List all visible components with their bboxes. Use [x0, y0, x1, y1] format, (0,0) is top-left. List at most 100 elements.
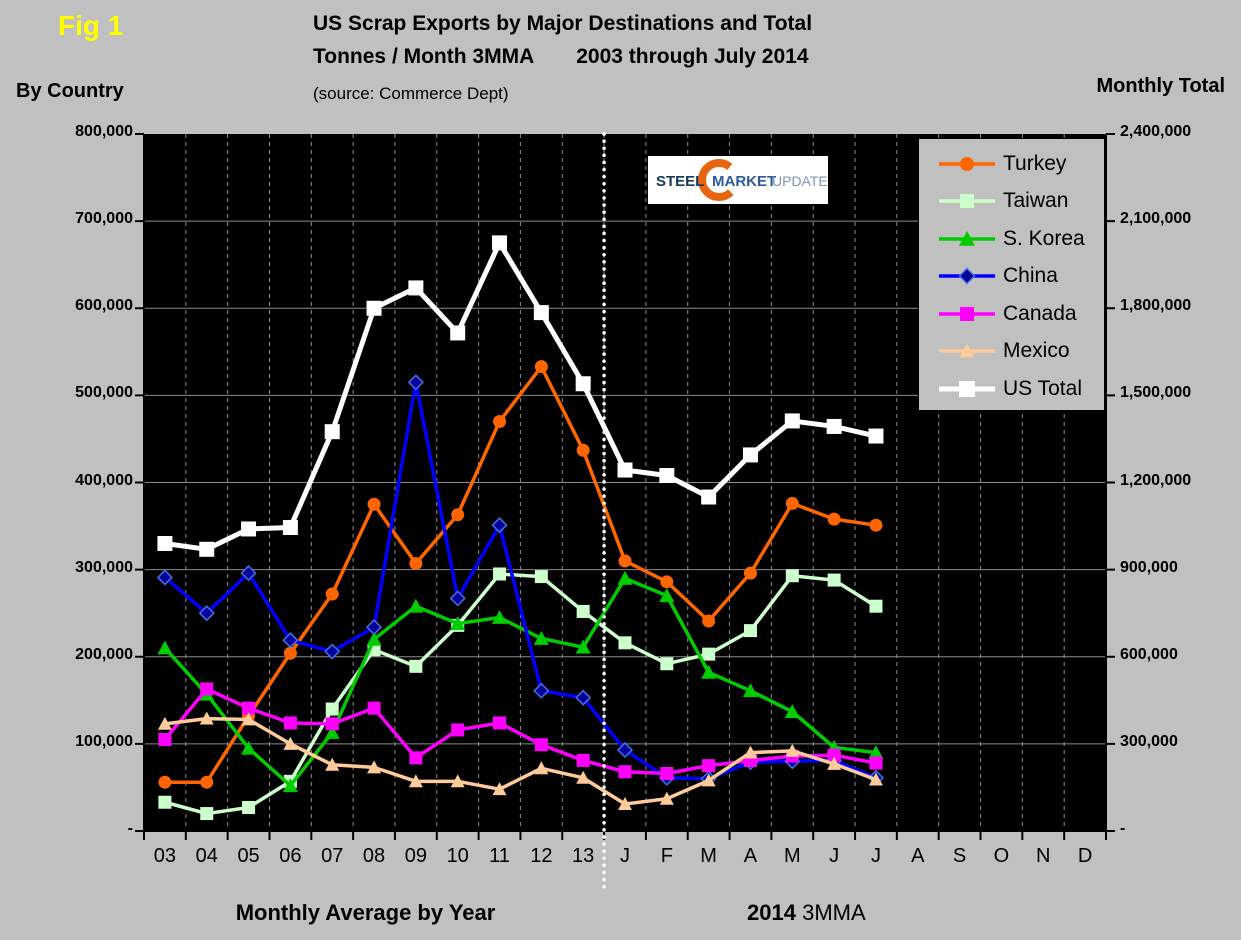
data-point-marker — [784, 413, 800, 429]
data-point-marker — [659, 468, 675, 484]
series-line — [163, 364, 878, 784]
series-mexico — [157, 711, 883, 810]
legend-label: Taiwan — [1003, 189, 1069, 213]
data-point-marker — [491, 517, 508, 534]
x-axis-tick-label: J — [620, 845, 630, 867]
series-us-total — [157, 235, 884, 557]
data-point-marker — [240, 565, 257, 582]
data-point-marker — [158, 733, 172, 747]
legend-item-mexico: Mexico — [939, 333, 1104, 371]
data-point-marker — [743, 566, 757, 580]
data-point-marker — [868, 772, 883, 786]
legend-item-s-korea: S. Korea — [939, 220, 1104, 258]
x-axis-tick-label: S — [952, 845, 967, 867]
data-point-marker — [784, 704, 800, 719]
data-point-marker — [743, 745, 758, 759]
y-axis-tick-label: 900,000 — [1120, 558, 1178, 576]
data-point-marker — [701, 773, 716, 787]
data-point-marker — [241, 740, 257, 755]
y-axis-tick-label: 2,100,000 — [1120, 210, 1192, 228]
series-canada — [158, 682, 883, 780]
data-point-marker — [660, 766, 674, 780]
legend-label: Turkey — [1003, 151, 1067, 175]
data-point-marker — [869, 756, 883, 770]
data-point-marker — [493, 567, 507, 581]
chart-title-line2: Tonnes / Month 3MMA 2003 through July 201… — [313, 45, 809, 69]
data-point-marker — [785, 496, 799, 510]
data-point-marker — [618, 554, 632, 568]
series-line — [163, 572, 878, 816]
data-point-marker — [451, 723, 465, 737]
data-point-marker — [325, 757, 340, 771]
legend-item-turkey: Turkey — [939, 145, 1104, 183]
y-axis-tick-label: 800,000 — [75, 123, 133, 140]
data-point-marker — [576, 770, 591, 784]
data-point-marker — [958, 267, 976, 285]
data-point-marker — [158, 795, 172, 809]
data-point-marker — [659, 791, 674, 805]
left-axis-title: By Country — [16, 80, 124, 102]
data-point-marker — [493, 716, 507, 730]
data-point-marker — [575, 639, 591, 654]
y-axis-tick-label: 300,000 — [1120, 732, 1178, 750]
legend-label: China — [1003, 264, 1058, 288]
data-point-marker — [492, 235, 508, 251]
logo-word-market: MARKET — [712, 173, 776, 190]
legend-marker-icon — [939, 156, 995, 171]
data-point-marker — [660, 575, 674, 589]
data-point-marker — [242, 800, 256, 814]
data-point-marker — [960, 156, 974, 171]
data-point-marker — [367, 760, 382, 774]
data-point-marker — [324, 424, 340, 440]
data-point-marker — [200, 682, 214, 696]
x-axis-tick-label: A — [743, 845, 758, 867]
y-axis-tick-label: 200,000 — [75, 645, 133, 663]
data-point-marker — [701, 664, 717, 679]
y-axis-tick-label: 1,500,000 — [1120, 384, 1192, 402]
bottom-right-caption: 2014 3MMA — [747, 900, 866, 926]
x-axis-tick-label: D — [1077, 845, 1093, 867]
data-point-marker — [157, 716, 172, 730]
data-point-marker — [785, 743, 800, 757]
chart-title-line1: US Scrap Exports by Major Destinations a… — [313, 12, 813, 35]
y-axis-tick-label: 500,000 — [75, 384, 133, 402]
data-point-marker — [702, 759, 716, 773]
data-point-marker — [959, 230, 975, 246]
data-point-marker — [408, 774, 423, 788]
data-point-marker — [701, 489, 717, 505]
data-point-marker — [283, 716, 297, 730]
x-axis-tick-label: 13 — [572, 845, 595, 867]
data-point-marker — [450, 616, 466, 631]
data-point-marker — [868, 745, 884, 759]
y-axis-tick-label: 100,000 — [75, 732, 133, 750]
data-point-marker — [158, 775, 172, 789]
data-point-marker — [407, 374, 424, 391]
data-point-marker — [959, 380, 975, 397]
legend-marker-icon — [939, 267, 995, 285]
data-point-marker — [324, 643, 341, 660]
x-axis-tick-label: A — [911, 845, 925, 867]
figure-label: Fig 1 — [58, 10, 124, 41]
logo-word-steel: STEEL — [656, 173, 704, 190]
data-point-marker — [241, 521, 257, 537]
y-axis-tick-label: - — [1120, 820, 1126, 837]
data-point-marker — [367, 701, 381, 715]
data-point-marker — [157, 640, 173, 655]
data-point-marker — [156, 569, 173, 586]
data-point-marker — [324, 725, 340, 739]
legend-marker-icon — [939, 380, 995, 397]
x-axis-tick-label: F — [660, 845, 673, 867]
series-line — [163, 576, 878, 788]
data-point-marker — [283, 646, 297, 660]
data-point-marker — [575, 376, 591, 392]
steel-market-update-logo: STEEL MARKET UPDATE — [648, 156, 828, 204]
y-axis-tick-label: 700,000 — [75, 210, 133, 228]
data-point-marker — [449, 590, 466, 607]
data-point-marker — [199, 711, 214, 725]
data-point-marker — [534, 738, 548, 752]
y-axis-tick-label: 300,000 — [75, 558, 133, 576]
data-point-marker — [450, 774, 465, 788]
data-point-marker — [409, 557, 423, 571]
x-axis-tick-label: O — [993, 845, 1010, 867]
